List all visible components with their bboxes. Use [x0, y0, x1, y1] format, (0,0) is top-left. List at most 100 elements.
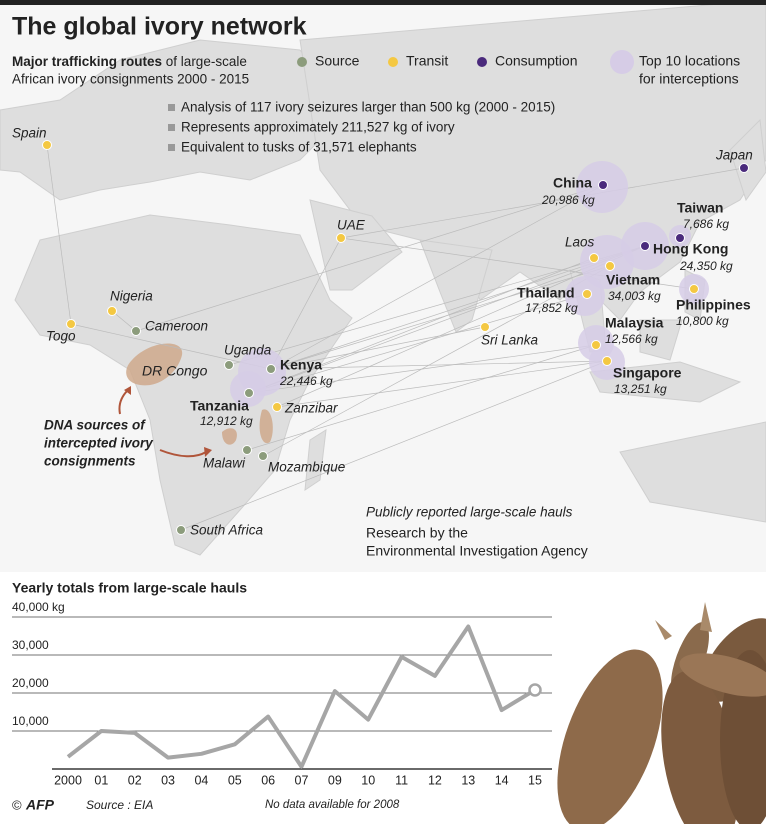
location-label: Singapore: [613, 365, 682, 381]
y-tick-label: 30,000: [12, 638, 49, 652]
location-dot: [602, 356, 612, 366]
x-tick-label: 15: [528, 773, 542, 787]
legend-label: Source: [315, 53, 360, 69]
location-dot: [42, 140, 52, 150]
route: [248, 245, 646, 394]
x-tick-label: 07: [295, 773, 309, 787]
dna-note: intercepted ivory: [44, 436, 154, 451]
bullet: [168, 104, 175, 111]
route: [70, 323, 272, 370]
x-tick-label: 05: [228, 773, 242, 787]
routes: [46, 144, 745, 531]
subtitle-bold: Major trafficking routes: [12, 54, 162, 69]
legend-swatch: [477, 57, 487, 67]
subtitle-rest: of large-scale: [166, 54, 247, 69]
location-label: Taiwan: [677, 200, 723, 216]
location-dot: [242, 445, 252, 455]
line-chart: Yearly totals from large-scale hauls No …: [0, 572, 560, 824]
subtitle: African ivory consignments 2000 - 2015: [12, 72, 249, 87]
location-kg: 10,800 kg: [676, 314, 729, 328]
x-tick-label: 06: [261, 773, 275, 787]
x-tick-label: 04: [194, 773, 208, 787]
arrow: [159, 449, 207, 458]
location-dot: [739, 163, 749, 173]
last-point: [528, 683, 542, 697]
location-label: South Africa: [190, 523, 264, 538]
location-kg: 12,566 kg: [605, 332, 658, 346]
stats: Analysis of 117 ivory seizures larger th…: [168, 100, 555, 155]
route: [248, 257, 595, 394]
location-dot: [582, 289, 592, 299]
location-label: Uganda: [224, 343, 272, 358]
x-tick-label: 01: [94, 773, 108, 787]
location-label: Zanzibar: [284, 401, 338, 416]
location-kg: 7,686 kg: [683, 217, 729, 231]
y-tick-label: 40,000 kg: [12, 600, 65, 614]
location-kg: 13,251 kg: [614, 382, 667, 396]
x-tick-label: 13: [461, 773, 475, 787]
location-kg: 17,852 kg: [525, 301, 578, 315]
x-tick-label: 09: [328, 773, 342, 787]
location-label: Kenya: [280, 357, 322, 373]
route: [270, 184, 604, 370]
location-label: Hong Kong: [653, 241, 728, 257]
location-label: Laos: [565, 235, 595, 250]
location-kg: 24,350 kg: [679, 259, 733, 273]
location-dot: [131, 326, 141, 336]
bullet: [168, 124, 175, 131]
location-label: Tanzania: [190, 398, 249, 414]
location-dot: [589, 253, 599, 263]
location-label: Mozambique: [268, 460, 345, 475]
dna-regions: [126, 343, 273, 445]
location-dot: [598, 180, 608, 190]
top-bar: [0, 0, 766, 5]
location-label: UAE: [337, 218, 366, 233]
location-dot: [66, 319, 76, 329]
source: Source : EIA: [86, 798, 153, 812]
route: [270, 237, 342, 370]
agency: AFP: [25, 797, 55, 813]
location-dot: [258, 451, 268, 461]
chart-bg: [0, 572, 560, 824]
location-label: Japan: [715, 148, 753, 163]
title: The global ivory network: [12, 13, 307, 41]
location-kg: 12,912 kg: [200, 414, 253, 428]
legend-label: Top 10 locations: [639, 53, 740, 69]
location-dot: [605, 261, 615, 271]
location-dot: [266, 364, 276, 374]
route: [135, 184, 604, 332]
location-dot: [591, 340, 601, 350]
location-dot: [675, 233, 685, 243]
dna-note: DNA sources of: [44, 418, 146, 433]
route: [248, 293, 588, 394]
x-tick-label: 12: [428, 773, 442, 787]
x-tick-label: 02: [128, 773, 142, 787]
location-label: China: [553, 175, 592, 191]
copyright: ©: [12, 797, 22, 812]
subtitle: Major trafficking routes of large-scale: [12, 54, 247, 69]
route: [270, 265, 611, 370]
ivory-photo: [556, 600, 766, 824]
x-tick-label: 11: [395, 773, 408, 787]
location-label: Thailand: [517, 285, 575, 301]
data-line: [66, 624, 537, 769]
research: Research by the: [366, 525, 468, 541]
location-label: Nigeria: [110, 289, 153, 304]
x-tick-label: 03: [161, 773, 175, 787]
location-dot: [224, 360, 234, 370]
route: [270, 326, 486, 370]
location-label: Vietnam: [606, 272, 660, 288]
location-label: Togo: [46, 329, 76, 344]
hauls-note: Publicly reported large-scale hauls: [366, 505, 573, 520]
location-label: Cameroon: [145, 319, 208, 334]
location-dot: [272, 402, 282, 412]
location-kg: 34,003 kg: [608, 289, 661, 303]
legend-swatch: [610, 50, 634, 74]
stat: Represents approximately 211,527 kg of i…: [181, 120, 455, 135]
locations: Spain Nigeria Togo Cameroon Uganda Kenya22,44…: [12, 126, 753, 538]
route: [270, 360, 608, 370]
location-dot: [480, 322, 490, 332]
route: [46, 144, 72, 325]
location-kg: 22,446 kg: [279, 374, 333, 388]
